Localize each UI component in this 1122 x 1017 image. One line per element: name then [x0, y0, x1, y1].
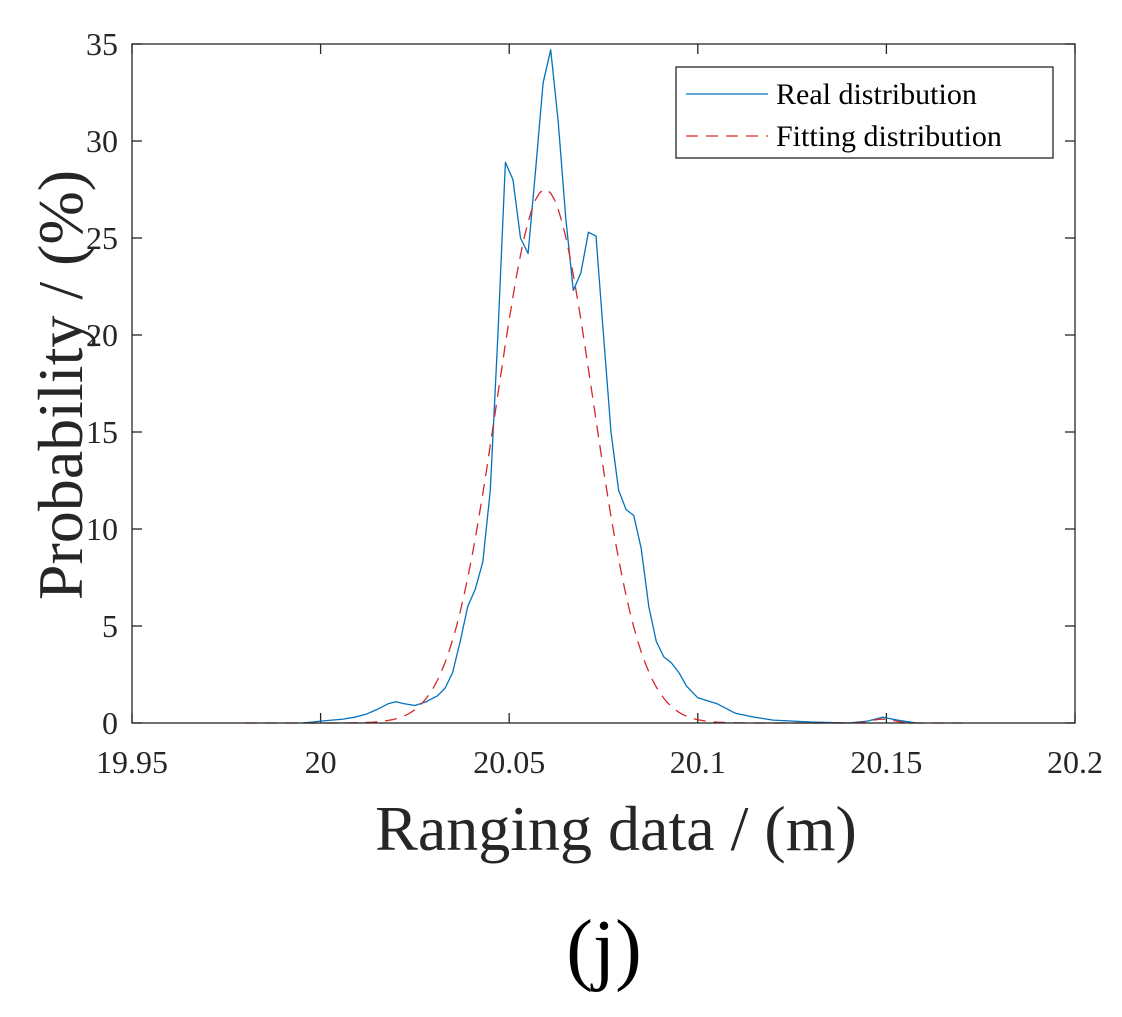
plot-area-frame: [131, 43, 1076, 724]
x-tick-label: 20.2: [1047, 744, 1103, 780]
x-tick-label: 20.15: [850, 744, 922, 780]
y-tick-label: 5: [102, 608, 118, 644]
series-line-real-distribution: [301, 49, 917, 724]
y-tick-label: 10: [86, 511, 118, 547]
legend-box: [675, 66, 1054, 159]
legend-label-real: Real distribution: [776, 78, 977, 111]
y-axis-title: Probability / (%): [25, 170, 96, 600]
y-tick-label: 35: [86, 26, 118, 62]
y-tick-label: 15: [86, 414, 118, 450]
x-tick-label: 19.95: [96, 744, 168, 780]
y-tick-label: 25: [86, 220, 118, 256]
legend: Real distribution Fitting distribution: [675, 66, 1054, 159]
series-line-fitting-distribution: [245, 189, 962, 724]
y-tick-label: 0: [102, 705, 118, 741]
legend-label-fit: Fitting distribution: [776, 120, 1002, 153]
x-axis-title: Ranging data / (m): [375, 793, 857, 864]
y-tick-label: 20: [86, 317, 118, 353]
x-tick-label: 20.05: [473, 744, 545, 780]
y-tick-label: 30: [86, 123, 118, 159]
panel-label: (j): [566, 905, 642, 993]
x-tick-label: 20.1: [670, 744, 726, 780]
x-tick-label: 20: [305, 744, 337, 780]
tick-labels: 19.95 20 20.05 20.1 20.15 20.2 0 5 10 15 20 25 30 35: [86, 26, 1103, 780]
